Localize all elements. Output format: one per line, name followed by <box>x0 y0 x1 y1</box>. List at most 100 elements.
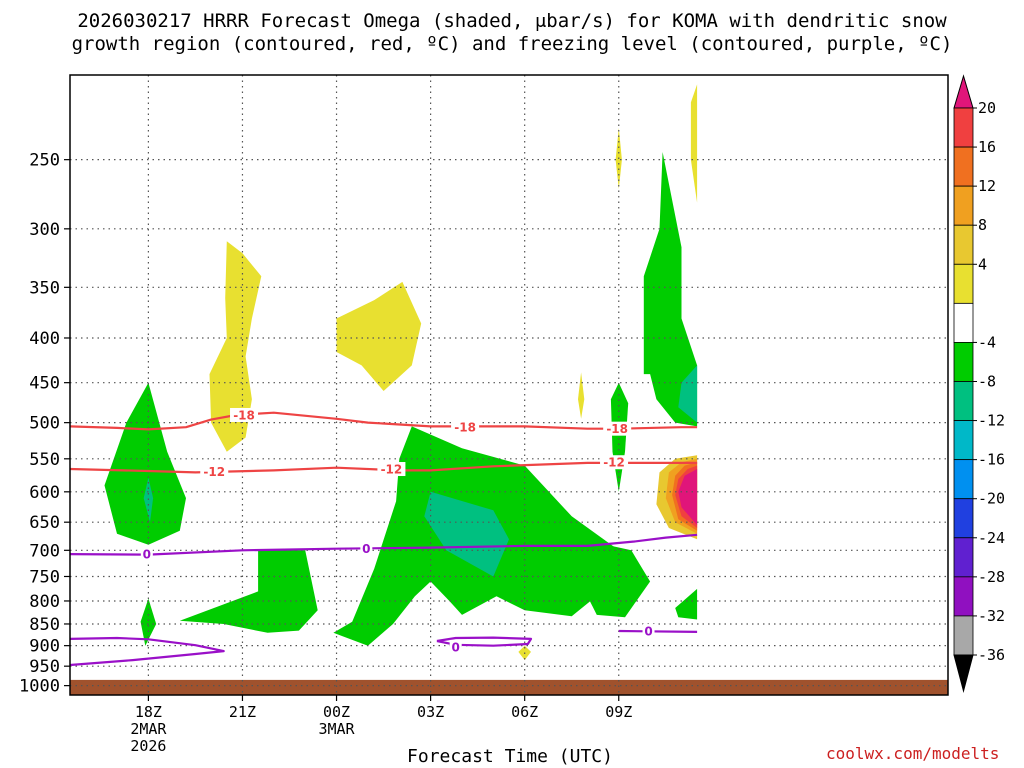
x-tick-label: 06Z <box>511 703 538 721</box>
contour-label-bg <box>451 420 480 435</box>
colorbar-label: -4 <box>978 333 996 351</box>
contour-label-bg <box>360 541 373 556</box>
colorbar-band <box>953 537 974 578</box>
chart-title-line1: 2026030217 HRRR Forecast Omega (shaded, … <box>77 10 947 32</box>
colorbar-top-arrow <box>953 74 974 109</box>
colorbar-label: 12 <box>978 177 996 195</box>
y-tick-label: 350 <box>29 278 60 298</box>
colorbar-label: -12 <box>978 412 1005 430</box>
contour-label-bg <box>140 547 153 562</box>
plot-frame <box>69 74 949 696</box>
omega-region-12 <box>336 281 422 391</box>
contour-label-bg <box>230 407 259 422</box>
y-tick-label: 450 <box>29 374 60 394</box>
contour-label-bg <box>600 455 629 470</box>
colorbar-band <box>953 615 974 656</box>
x-tick-label: 3MAR <box>318 720 355 738</box>
contour-label: 0 <box>143 548 151 562</box>
y-tick-label: 950 <box>29 657 60 677</box>
colorbar-label: 8 <box>978 216 987 234</box>
omega-shaded-regions <box>104 84 698 661</box>
y-tick-label: 900 <box>29 637 60 657</box>
colorbar-label: -36 <box>978 646 1005 664</box>
contour-labels: -18 -18 -18 -12 -12 -12 0 0 0 0 <box>140 407 655 654</box>
omega-region-2 <box>140 598 157 646</box>
y-tick-label: 250 <box>29 151 60 171</box>
colorbar-band <box>953 498 974 539</box>
colorbar-band <box>953 224 974 265</box>
colorbar-band <box>953 146 974 187</box>
contour-label-bg <box>200 464 229 479</box>
colorbar-band <box>953 302 974 343</box>
y-tick-label: 500 <box>29 414 60 434</box>
colorbar-band <box>953 459 974 500</box>
omega-region-14 <box>578 372 585 419</box>
omega-region-9 <box>678 365 698 423</box>
colorbar-label: -16 <box>978 451 1005 469</box>
x-tick-label: 09Z <box>605 703 632 721</box>
colorbar-band <box>953 381 974 421</box>
colorbar-band <box>953 576 974 617</box>
colorbar-band <box>953 185 974 226</box>
contour-label: 0 <box>362 542 370 556</box>
colorbar-label: -20 <box>978 490 1005 508</box>
ground <box>70 679 948 695</box>
y-tick-label: 400 <box>29 329 60 349</box>
omega-region-7 <box>610 382 629 492</box>
omega-region-0 <box>104 382 186 545</box>
contour-lines <box>70 411 698 667</box>
contour-label-bg <box>377 462 406 477</box>
contour-label: -12 <box>381 463 403 477</box>
colorbar-label: -8 <box>978 373 996 391</box>
y-tick-label: 750 <box>29 567 60 587</box>
colorbar-label: 20 <box>978 99 996 117</box>
contour-line-4 <box>436 636 533 647</box>
colorbar-bottom-arrow <box>953 654 974 693</box>
x-tick-label: 21Z <box>229 703 256 721</box>
contour-line-5 <box>618 629 698 633</box>
omega-region-3 <box>179 550 318 633</box>
colorbar: 20 16 12 8 4 -4 -8 -12 -16 -20 -24 -28 -32 -36 <box>953 74 1005 693</box>
colorbar-label: 16 <box>978 138 996 156</box>
contour-label: -12 <box>203 465 225 479</box>
y-tick-label: 300 <box>29 220 60 240</box>
y-tick-label: 700 <box>29 541 60 561</box>
contour-label: -18 <box>606 422 628 436</box>
contour-line-0 <box>70 411 698 431</box>
ground-fill <box>70 679 948 695</box>
contour-label-bg <box>449 639 462 654</box>
colorbar-label: -24 <box>978 529 1005 547</box>
grid <box>70 75 948 695</box>
omega-region-11 <box>209 241 262 452</box>
credit-text: coolwx.com/modelts <box>826 744 1000 763</box>
contour-label: 0 <box>452 640 460 654</box>
chart-title-line2: growth region (contoured, red, ºC) and f… <box>71 33 953 55</box>
y-tick-label: 800 <box>29 592 60 612</box>
colorbar-band <box>953 107 974 148</box>
contour-label-bg <box>642 624 655 639</box>
y-tick-label: 650 <box>29 513 60 533</box>
colorbar-label: -28 <box>978 568 1005 586</box>
contour-label: -18 <box>233 408 255 422</box>
colorbar-band <box>953 342 974 382</box>
x-tick-label: 18Z <box>135 703 162 721</box>
y-tick-label: 600 <box>29 483 60 503</box>
omega-region-6 <box>574 539 651 618</box>
y-tick-label: 850 <box>29 615 60 635</box>
colorbar-band <box>953 263 974 304</box>
contour-label: -18 <box>454 421 476 435</box>
contour-line-2 <box>70 533 698 556</box>
colorbar-label: -32 <box>978 607 1005 625</box>
colorbar-label: 4 <box>978 255 987 273</box>
contour-label-bg <box>603 421 632 436</box>
omega-region-5 <box>424 491 509 577</box>
x-tick-label: 03Z <box>417 703 444 721</box>
omega-region-21 <box>678 469 698 526</box>
y-axis-ticks: 2503003504004505005506006507007508008509… <box>19 151 70 697</box>
x-axis-label: Forecast Time (UTC) <box>407 746 613 767</box>
y-tick-label: 550 <box>29 450 60 470</box>
omega-region-16 <box>690 84 698 203</box>
contour-label: -12 <box>603 456 625 470</box>
